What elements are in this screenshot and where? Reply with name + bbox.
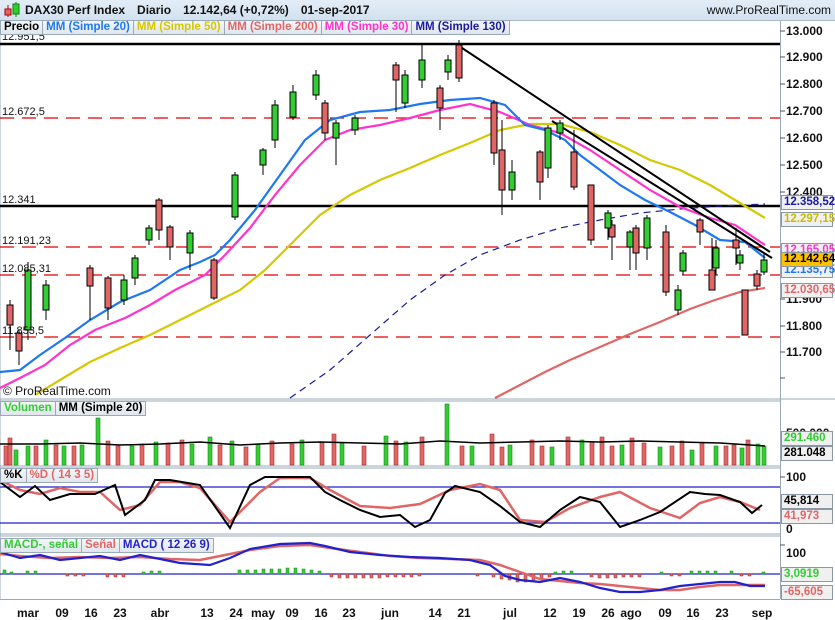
x-axis-label: 16 <box>314 606 328 620</box>
website-link[interactable]: www.ProRealTime.com <box>706 3 831 17</box>
volume-sma20-line <box>0 440 766 447</box>
stochastic-oscillator <box>0 476 780 530</box>
legend-volumen[interactable]: Volumen <box>0 401 56 416</box>
volume-legend: Volumen MM (Simple 20) <box>0 401 147 416</box>
x-axis-label: 12 <box>543 606 557 620</box>
volume-value-badge: 291.460 <box>781 431 833 446</box>
y-tick: 12.600 <box>786 131 823 145</box>
y-tick: 100 <box>786 546 807 560</box>
x-axis-label: 09 <box>658 606 672 620</box>
legend-sma200[interactable]: MM (Simple 200) <box>223 20 322 35</box>
y-tick: 100 <box>786 470 807 484</box>
resistance-trendline <box>455 43 771 253</box>
macd-indicator <box>0 541 780 594</box>
macd-value-badge: -65,605 <box>781 585 833 600</box>
y-tick: 12.900 <box>786 50 823 64</box>
legend-sma30[interactable]: MM (Simple 30) <box>320 20 413 35</box>
x-axis-label: abr <box>150 606 170 620</box>
sma20-line <box>0 96 766 374</box>
candlestick-logo-icon <box>3 2 21 18</box>
level-label: 12.191,23 <box>2 235 51 247</box>
legend-volume-sma20[interactable]: MM (Simple 20) <box>54 401 147 416</box>
legend-sma130[interactable]: MM (Simple 130) <box>411 20 510 35</box>
period-label: Diario <box>137 3 172 17</box>
x-axis-label: 26 <box>601 606 615 620</box>
sma50-line <box>34 122 766 396</box>
x-axis-label: 09 <box>55 606 69 620</box>
stoch-d-line <box>0 476 761 524</box>
sma50-value-badge: 12.297,15 <box>781 212 835 227</box>
x-axis-label: 13 <box>200 606 214 620</box>
legend-macd-signal[interactable]: Señal <box>81 538 120 553</box>
legend-macd[interactable]: MACD ( 12 26 9) <box>118 538 214 553</box>
y-tick: 0 <box>786 522 793 536</box>
x-axis-label: 09 <box>285 606 299 620</box>
level-label: 12.341 <box>2 194 36 206</box>
macd-histogram-value-badge: 3,0919 <box>781 567 833 582</box>
level-label: 12.085,31 <box>2 263 51 275</box>
instrument-name: DAX30 Perf Index <box>25 3 126 17</box>
stoch-d-value-badge: 41,973 <box>781 509 833 524</box>
sma130-line <box>289 203 766 399</box>
x-axis-label: 23 <box>113 606 127 620</box>
x-axis-label: jul <box>503 606 517 620</box>
time-axis[interactable] <box>0 599 780 620</box>
sma200-value-badge: 12.030,65 <box>781 283 835 298</box>
last-price-change: 12.142,64 (+0,72%) <box>183 3 289 17</box>
legend-precio[interactable]: Precio <box>0 20 44 35</box>
x-axis-label: jun <box>381 606 399 620</box>
x-axis-label: 23 <box>715 606 729 620</box>
x-axis-label: ago <box>620 606 642 620</box>
legend-sma50[interactable]: MM (Simple 50) <box>132 20 225 35</box>
sma30-line <box>0 102 766 389</box>
x-axis-label: mar <box>16 606 40 620</box>
sma200-line <box>494 286 766 399</box>
x-axis-label: 14 <box>428 606 442 620</box>
x-axis-label: 21 <box>457 606 471 620</box>
y-tick: 11.700 <box>786 345 823 359</box>
x-axis-label: 24 <box>229 606 243 620</box>
volume-sma-value-badge: 281.048 <box>781 446 833 461</box>
x-axis-label: 19 <box>572 606 586 620</box>
level-label: 12.672,5 <box>2 106 45 118</box>
y-tick: 13.000 <box>786 24 823 38</box>
stoch-k-line <box>0 476 763 530</box>
macd-legend: MACD-, señal Señal MACD ( 12 26 9) <box>0 538 214 553</box>
x-axis-label: may <box>250 606 276 620</box>
copyright-notice: © ProRealTime.com <box>3 384 111 398</box>
x-axis-label: 16 <box>84 606 98 620</box>
y-tick: 12.700 <box>786 104 823 118</box>
x-axis-label: 23 <box>342 606 356 620</box>
legend-stoch-k[interactable]: %K <box>0 468 27 483</box>
x-axis-label: 16 <box>686 606 700 620</box>
sma130-value-badge: 12.358,52 <box>781 195 835 210</box>
level-label: 11.853,5 <box>2 325 45 337</box>
x-axis-label: sep <box>751 606 773 620</box>
stoch-k-value-badge: 45,814 <box>781 494 833 509</box>
y-tick: 500.000 <box>786 426 830 434</box>
legend-sma20[interactable]: MM (Simple 20) <box>42 20 134 35</box>
macd-line <box>0 541 765 594</box>
volume-bars <box>0 403 767 466</box>
last-price-badge: 12.142,64 <box>781 252 835 267</box>
date-label: 01-sep-2017 <box>300 3 370 17</box>
legend-macd-histogram[interactable]: MACD-, señal <box>0 538 83 553</box>
price-candles <box>6 40 768 365</box>
y-tick: 12.800 <box>786 77 823 91</box>
legend-stoch-d[interactable]: %D ( 14 3 5) <box>25 468 99 483</box>
y-tick: 12.500 <box>786 158 823 172</box>
chart-title-bar: DAX30 Perf Index Diario 12.142,64 (+0,72… <box>0 0 835 21</box>
stoch-legend: %K %D ( 14 3 5) <box>0 468 99 483</box>
price-legend: Precio MM (Simple 20) MM (Simple 50) MM … <box>0 20 510 35</box>
y-tick: 11.800 <box>786 319 823 333</box>
